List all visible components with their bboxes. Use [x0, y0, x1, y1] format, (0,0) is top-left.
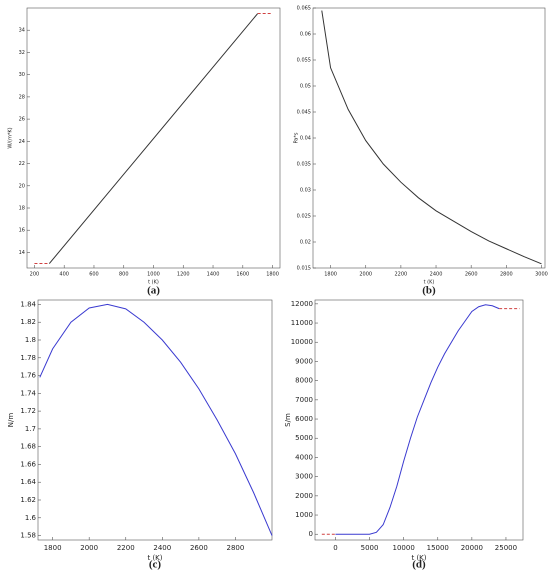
x-tick-label: 2800: [227, 544, 245, 552]
y-tick-label: 10000: [291, 338, 313, 346]
y-tick-label: 1.58: [20, 532, 36, 540]
x-tick-label: 25000: [495, 544, 517, 552]
y-tick-label: 0.045: [297, 110, 311, 116]
y-tick-label: 0.04: [300, 136, 311, 142]
y-tick-label: 0.03: [300, 188, 311, 194]
y-tick-label: 1.8: [25, 336, 36, 344]
y-tick-label: 1.76: [20, 372, 36, 380]
data-line: [335, 304, 500, 535]
y-axis-label: S/m: [284, 413, 292, 427]
x-tick-label: 2200: [395, 272, 408, 278]
y-tick-label: 1.68: [20, 443, 36, 451]
panel-label: (c): [149, 559, 162, 571]
y-axis-label: W/(m*K): [8, 127, 14, 148]
plot-frame: [312, 7, 546, 269]
x-tick-label: 2400: [153, 544, 171, 552]
x-tick-label: 2000: [80, 544, 98, 552]
x-tick-label: 2400: [430, 272, 443, 278]
y-tick-label: 30: [19, 72, 25, 78]
y-tick-label: 16: [19, 228, 25, 234]
y-tick-label: 26: [19, 117, 25, 123]
y-tick-label: 1.62: [20, 496, 36, 504]
y-tick-label: 0.05: [300, 84, 311, 90]
y-tick-label: 2000: [295, 492, 313, 500]
data-line: [321, 10, 542, 265]
x-tick-label: 2800: [500, 272, 513, 278]
y-tick-label: 0.055: [297, 58, 311, 64]
x-tick-label: 400: [59, 272, 69, 278]
x-tick-label: 2200: [117, 544, 135, 552]
y-tick-label: 32: [19, 50, 25, 56]
x-tick-label: 1200: [177, 272, 190, 278]
y-tick-label: 3000: [295, 473, 313, 481]
y-tick-label: 1.7: [25, 425, 36, 433]
panel-label: (d): [412, 559, 426, 571]
x-tick-label: 5000: [361, 544, 379, 552]
x-tick-label: 1800: [266, 272, 279, 278]
y-tick-label: 1.64: [20, 478, 36, 486]
y-tick-label: 1.82: [20, 318, 36, 326]
x-tick-label: 0: [333, 544, 337, 552]
x-tick-label: 1400: [207, 272, 220, 278]
y-tick-label: 0.025: [297, 214, 311, 220]
y-tick-label: 0.06: [300, 32, 311, 38]
x-tick-label: 1000: [147, 272, 160, 278]
y-tick-label: 24: [19, 139, 25, 145]
x-tick-label: 2600: [465, 272, 478, 278]
data-line: [48, 13, 259, 264]
y-tick-label: 4000: [295, 453, 313, 461]
y-tick-label: 20: [19, 183, 25, 189]
y-tick-label: 0.065: [297, 6, 311, 12]
y-tick-label: 1.84: [20, 300, 36, 308]
x-axis-label: t (K): [411, 554, 426, 562]
y-axis-label: N/m: [7, 413, 15, 428]
y-tick-label: 1.74: [20, 389, 36, 397]
y-tick-label: 34: [19, 28, 25, 34]
x-tick-label: 1600: [236, 272, 249, 278]
y-tick-label: 6000: [295, 415, 313, 423]
y-tick-label: 0.035: [297, 162, 311, 168]
y-tick-label: 8000: [295, 377, 313, 385]
x-axis-label: t (K): [148, 280, 159, 286]
y-tick-label: 12000: [291, 300, 313, 308]
y-tick-label: 0.02: [300, 240, 311, 246]
y-tick-label: 11000: [291, 319, 313, 327]
x-tick-label: 600: [89, 272, 99, 278]
y-tick-label: 1000: [295, 511, 313, 519]
x-tick-label: 2000: [359, 272, 372, 278]
y-axis-label: Pa*s: [294, 132, 300, 143]
y-tick-label: 1.78: [20, 354, 36, 362]
y-tick-label: 22: [19, 161, 25, 167]
y-tick-label: 18: [19, 206, 25, 212]
y-tick-label: 0: [309, 530, 313, 538]
y-tick-label: 1.72: [20, 407, 36, 415]
x-tick-label: 1800: [324, 272, 337, 278]
x-tick-label: 200: [30, 272, 40, 278]
x-axis-label: t (K): [424, 280, 435, 286]
x-tick-label: 2600: [190, 544, 208, 552]
y-tick-label: 7000: [295, 396, 313, 404]
x-tick-label: 15000: [427, 544, 449, 552]
y-tick-label: 1.6: [25, 514, 37, 522]
panel-label: (b): [422, 285, 436, 297]
x-tick-label: 10000: [393, 544, 415, 552]
x-axis-label: t (K): [147, 554, 162, 562]
x-tick-label: 3000: [535, 272, 548, 278]
y-tick-label: 14: [19, 250, 25, 256]
y-tick-label: 0.015: [297, 266, 311, 272]
x-tick-label: 20000: [461, 544, 483, 552]
y-tick-label: 1.66: [20, 460, 36, 468]
x-tick-label: 1800: [44, 544, 62, 552]
panel-label: (a): [147, 285, 160, 297]
x-tick-label: 800: [119, 272, 129, 278]
y-tick-label: 5000: [295, 434, 313, 442]
data-line: [39, 303, 273, 536]
y-tick-label: 9000: [295, 357, 313, 365]
y-tick-label: 28: [19, 94, 25, 100]
plot-frame: [314, 299, 524, 541]
plot-frame: [37, 299, 273, 541]
